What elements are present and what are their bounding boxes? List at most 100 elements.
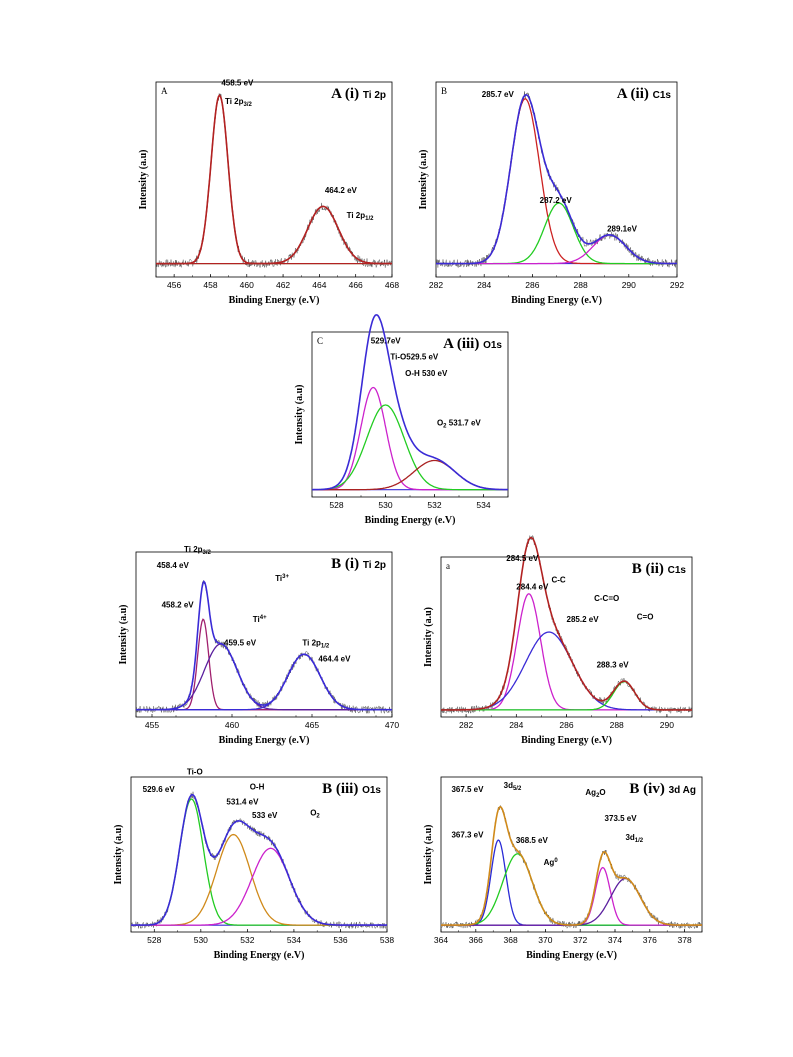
- peak-annotation: 529.6 eV: [143, 785, 176, 794]
- x-tick-label: 455: [145, 720, 159, 730]
- peak-component-2: [441, 631, 692, 711]
- xps-chart-a-i: 456 458 460 462 464 466 468 Binding Energy (e.V…: [138, 78, 399, 306]
- peak-annotation: 458.4 eV: [157, 561, 190, 570]
- fit-envelope: [136, 580, 392, 711]
- peak-annotation: O-H: [250, 782, 265, 791]
- x-tick-label: 372: [573, 935, 587, 945]
- peak-annotation: Ti3+: [275, 574, 289, 583]
- plot-frame: [440, 776, 703, 933]
- peak-annotation: 531.4 eV: [226, 797, 259, 806]
- raw-spectrum: [155, 93, 393, 269]
- x-tick-label: 286: [559, 720, 573, 730]
- peak-annotation: Ag0: [544, 858, 559, 867]
- xps-chart-b-iv: 364 366 368 370 372 374 376 378 Binding Energy (…: [423, 776, 703, 961]
- x-axis-label: Binding Energy (e.V): [214, 950, 305, 961]
- peak-annotation: 287.2 eV: [540, 196, 573, 205]
- peak-annotation: 373.5 eV: [605, 814, 638, 823]
- xps-chart-a-iii: 528 530 532 534 Binding Energy (e.V) Intensit…: [294, 314, 509, 526]
- peak-annotation: Ti-O: [187, 767, 203, 776]
- peak-component-1: [136, 618, 392, 711]
- x-tick-label: 538: [380, 935, 394, 945]
- x-tick-label: 288: [574, 280, 588, 290]
- plot-frame: [155, 81, 393, 278]
- panel-title-sub: C1s: [653, 90, 672, 101]
- peak-component-2: [441, 853, 702, 926]
- fit-envelope: [131, 793, 387, 926]
- x-tick-label: 290: [622, 280, 636, 290]
- panel-b-iv: 364 366 368 370 372 374 376 378 Binding Energy (…: [405, 765, 710, 970]
- peak-annotation: 458.5 eV: [221, 78, 254, 87]
- fit-envelope: [436, 93, 677, 265]
- x-tick-label: 528: [147, 935, 161, 945]
- peak-annotation: Ti 2p3/2: [184, 545, 212, 556]
- panel-letter: B: [441, 86, 447, 96]
- fit-envelope: [312, 314, 508, 491]
- peak-component-3: [441, 680, 692, 711]
- x-tick-label: 374: [608, 935, 622, 945]
- peak-component-3: [131, 847, 387, 926]
- panel-title: B (iv) 3d Ag: [629, 781, 696, 797]
- peak-annotation: 368.5 eV: [516, 836, 549, 845]
- x-tick-label: 470: [385, 720, 399, 730]
- y-axis-label: Intensity (a.u): [294, 384, 305, 444]
- x-axis-label: Binding Energy (e.V): [365, 515, 456, 526]
- y-axis-label: Intensity (a.u): [113, 824, 124, 884]
- x-tick-label: 290: [660, 720, 674, 730]
- plot-frame: [135, 551, 393, 718]
- plot-frame: [440, 556, 693, 718]
- panel-letter: C: [317, 336, 323, 346]
- peak-annotation: Ti 2p1/2: [347, 211, 375, 222]
- y-axis-label: Intensity (a.u): [118, 604, 129, 664]
- x-tick-label: 364: [434, 935, 448, 945]
- panel-title-sub: C1s: [668, 565, 687, 576]
- x-tick-label: 376: [643, 935, 657, 945]
- y-axis-label: Intensity (a.u): [138, 149, 149, 209]
- peak-component-2: [136, 643, 392, 711]
- panel-letter: a: [446, 561, 450, 571]
- peak-component-2: [312, 404, 508, 491]
- peak-annotation: Ti-O529.5 eV: [390, 353, 439, 362]
- panel-title: A (ii) C1s: [617, 86, 672, 102]
- y-axis-label: Intensity (a.u): [418, 149, 429, 209]
- raw-spectrum: [435, 91, 678, 269]
- panel-b-iii: 528 530 532 534 536 538 Binding Energy (e.V) In…: [95, 765, 395, 970]
- peak-annotation: 529.7eV: [371, 337, 401, 346]
- peak-annotation: 284.5 eV: [506, 554, 539, 563]
- peak-annotation: 289.1eV: [607, 225, 637, 234]
- fit-envelope: [441, 805, 702, 926]
- x-tick-label: 282: [429, 280, 443, 290]
- peak-annotation: 3d1/2: [625, 833, 643, 844]
- x-tick-label: 460: [240, 280, 254, 290]
- x-tick-label: 468: [385, 280, 399, 290]
- xps-chart-b-i: 455 460 465 470 Binding Energy (e.V) Intensit…: [118, 545, 399, 746]
- peak-annotation: 459.5 eV: [224, 638, 257, 647]
- panel-letter: A: [161, 86, 168, 96]
- peak-annotation: 288.3 eV: [597, 660, 630, 669]
- panel-title-sub: 3d Ag: [669, 785, 696, 796]
- peak-annotation: Ag2O: [585, 788, 605, 799]
- panel-b-i: 455 460 465 470 Binding Energy (e.V) Intensit…: [100, 540, 400, 755]
- xps-chart-b-iii: 528 530 532 534 536 538 Binding Energy (e.V) In…: [113, 767, 394, 961]
- raw-spectrum: [440, 805, 703, 930]
- x-axis-label: Binding Energy (e.V): [526, 950, 617, 961]
- x-tick-label: 534: [287, 935, 301, 945]
- x-tick-label: 532: [240, 935, 254, 945]
- plot-frame: [130, 776, 388, 933]
- x-tick-label: 465: [305, 720, 319, 730]
- panel-title: B (iii) O1s: [322, 781, 381, 797]
- x-tick-label: 534: [476, 500, 490, 510]
- panel-title: B (i) Ti 2p: [331, 556, 386, 572]
- y-axis-label: Intensity (a.u): [423, 824, 434, 884]
- peak-annotation: C-C=O: [594, 594, 619, 603]
- fit-envelope: [441, 536, 692, 711]
- peak-annotation: 285.2 eV: [567, 615, 600, 624]
- peak-annotation: 367.3 eV: [451, 830, 484, 839]
- peak-annotation: 464.4 eV: [318, 655, 351, 664]
- panel-title: A (i) Ti 2p: [331, 86, 386, 102]
- x-axis-label: Binding Energy (e.V): [219, 735, 310, 746]
- x-tick-label: 464: [312, 280, 326, 290]
- x-tick-label: 284: [477, 280, 491, 290]
- x-tick-label: 530: [378, 500, 392, 510]
- panel-a-ii: 282 284 286 288 290 292 Binding Energy (e.V) In…: [400, 70, 685, 315]
- x-tick-label: 456: [167, 280, 181, 290]
